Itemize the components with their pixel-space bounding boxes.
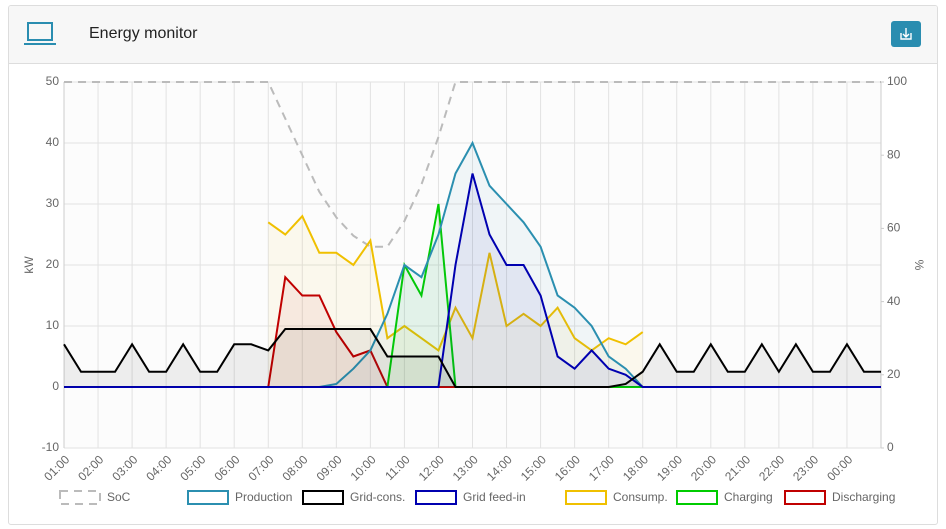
legend-swatch xyxy=(59,490,101,505)
line xyxy=(64,173,881,388)
y2-tick-label: 0 xyxy=(887,440,894,454)
x-tick-label: 05:00 xyxy=(177,452,208,483)
y-axis-label: kW xyxy=(22,256,36,274)
y-tick-label: 20 xyxy=(46,257,60,271)
y-tick-label: 0 xyxy=(52,379,59,393)
x-tick-label: 02:00 xyxy=(75,452,106,483)
x-tick-label: 07:00 xyxy=(245,452,276,483)
x-tick-label: 10:00 xyxy=(348,452,379,483)
y2-axis-label: % xyxy=(912,260,926,271)
y2-tick-label: 100 xyxy=(887,74,907,88)
x-tick-label: 13:00 xyxy=(450,452,481,483)
x-tick-label: 06:00 xyxy=(211,452,242,483)
legend-label: Consump. xyxy=(613,490,668,504)
x-tick-label: 03:00 xyxy=(109,452,140,483)
y2-tick-label: 60 xyxy=(887,221,901,235)
legend-label: Grid-cons. xyxy=(350,490,405,504)
legend-swatch xyxy=(784,490,826,505)
legend-swatch xyxy=(187,490,229,505)
header: Energy monitor xyxy=(9,6,937,64)
x-tick-label: 22:00 xyxy=(756,452,787,483)
x-tick-label: 00:00 xyxy=(824,452,855,483)
laptop-icon xyxy=(24,22,56,45)
x-tick-label: 20:00 xyxy=(688,452,719,483)
legend-label: Grid feed-in xyxy=(463,490,526,504)
y-tick-label: 50 xyxy=(46,74,60,88)
y-tick-label: -10 xyxy=(42,440,60,454)
x-tick-label: 16:00 xyxy=(552,452,583,483)
area xyxy=(64,173,881,387)
x-tick-label: 12:00 xyxy=(416,452,447,483)
y2-tick-label: 40 xyxy=(887,294,901,308)
x-tick-label: 01:00 xyxy=(41,452,72,483)
legend-swatch xyxy=(302,490,344,505)
x-tick-label: 11:00 xyxy=(382,452,413,483)
title: Energy monitor xyxy=(89,25,198,42)
legend-label: Production xyxy=(235,490,292,504)
area xyxy=(64,143,881,387)
x-tick-label: 23:00 xyxy=(790,452,821,483)
legend-swatch xyxy=(565,490,607,505)
legend-swatch xyxy=(676,490,718,505)
legend-label: Charging xyxy=(724,490,773,504)
y2-tick-label: 80 xyxy=(887,147,901,161)
line xyxy=(63,328,881,388)
x-tick-label: 18:00 xyxy=(620,452,651,483)
line xyxy=(64,81,881,248)
download-button[interactable] xyxy=(891,21,921,47)
x-tick-label: 09:00 xyxy=(314,452,345,483)
card: Energy monitor xyxy=(8,5,938,525)
legend-swatch xyxy=(415,490,457,505)
area xyxy=(268,216,643,387)
x-tick-label: 04:00 xyxy=(143,452,174,483)
x-tick-label: 17:00 xyxy=(586,452,617,483)
x-tick-label: 19:00 xyxy=(654,452,685,483)
y-tick-label: 40 xyxy=(46,135,60,149)
legend-label: Discharging xyxy=(832,490,895,504)
legend-label: SoC xyxy=(107,490,131,504)
x-tick-label: 21:00 xyxy=(722,452,753,483)
x-tick-label: 15:00 xyxy=(518,452,549,483)
y2-tick-label: 20 xyxy=(887,367,901,381)
y-tick-label: 30 xyxy=(46,196,60,210)
x-tick-label: 08:00 xyxy=(280,452,311,483)
y-tick-label: 10 xyxy=(46,318,60,332)
x-tick-label: 14:00 xyxy=(484,452,515,483)
line xyxy=(267,214,644,352)
